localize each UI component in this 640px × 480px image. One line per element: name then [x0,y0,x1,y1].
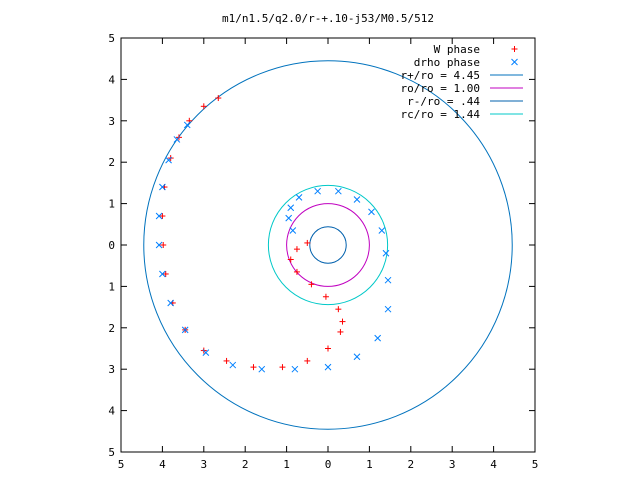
x-tick-label-10: 5 [532,458,539,471]
drho-phase-point-3 [159,183,166,191]
drho-phase-point-27 [289,227,297,234]
drho-phase-point-19 [378,227,386,234]
drho-phase-point-17 [384,276,392,284]
y-tick-label-0: 5 [108,446,115,459]
drho-phase-point-12 [291,365,299,373]
w-phase-point-8 [162,270,169,277]
drho-phase-point-26 [285,214,293,222]
legend-label-2: r+/ro = 4.45 [401,69,480,82]
phase-points [155,95,392,373]
x-tick-label-4: 1 [283,458,290,471]
w-phase-point-18 [339,318,346,325]
y-tick-label-5: 0 [108,239,115,252]
drho-phase-point-25 [287,204,295,212]
w-phase-point-24 [293,246,300,253]
w-phase-point-16 [325,345,331,352]
legend-label-1: drho phase [414,56,480,69]
w-phase-point-6 [159,213,166,220]
y-tick-label-2: 3 [108,363,115,376]
circle-3 [286,203,370,287]
x-tick-label-1: 4 [159,458,166,471]
w-phase-point-13 [250,364,257,371]
drho-phase-point-5 [155,241,163,249]
drho-phase-point-18 [382,249,390,257]
w-phase-point-1 [200,103,207,110]
y-tick-label-9: 4 [108,73,115,86]
w-phase-point-14 [279,364,286,371]
w-phase-point-0 [215,95,222,102]
legend-label-0: W phase [434,43,480,56]
drho-phase-point-2 [165,156,172,164]
legend-marker-0 [511,46,518,52]
drho-phase-point-7 [167,299,175,307]
w-phase-point-25 [304,239,311,246]
w-phase-point-20 [322,293,329,300]
circle-4 [309,226,347,264]
drho-phase-point-23 [314,187,322,195]
w-phase-point-17 [337,328,344,335]
legend-label-5: rc/ro = 1.44 [401,108,481,121]
drho-phase-point-13 [324,363,332,371]
reference-circles [143,60,513,430]
y-tick-label-8: 3 [108,115,115,128]
circle-5 [267,184,389,306]
drho-phase-point-22 [334,187,342,195]
legend-label-3: ro/ro = 1.00 [401,82,480,95]
w-phase-point-7 [160,242,167,248]
x-tick-label-0: 5 [118,458,125,471]
w-phase-point-12 [223,357,230,364]
y-tick-label-7: 2 [108,156,115,169]
drho-phase-point-4 [155,212,163,220]
drho-phase-point-11 [258,365,266,373]
w-phase-point-15 [304,357,311,364]
w-phase-point-22 [293,268,300,275]
x-tick-label-5: 0 [325,458,332,471]
drho-phase-point-20 [368,208,375,216]
drho-phase-point-16 [384,305,392,313]
w-phase-point-23 [287,256,294,263]
x-tick-label-7: 2 [407,458,414,471]
x-tick-label-3: 2 [242,458,249,471]
drho-phase-point-8 [181,326,189,334]
w-phase-point-19 [335,306,342,313]
x-tick-label-9: 4 [490,458,497,471]
y-tick-label-10: 5 [108,32,115,45]
drho-phase-point-10 [229,361,237,369]
y-tick-label-6: 1 [108,198,115,211]
drho-phase-point-9 [202,349,210,356]
drho-phase-point-14 [353,353,361,361]
x-tick-label-8: 3 [449,458,456,471]
y-tick-label-3: 2 [108,322,115,335]
drho-phase-point-15 [374,334,382,342]
drho-phase-point-1 [173,136,181,143]
circle-2 [143,60,513,430]
legend-label-4: r-/ro = .44 [407,95,480,108]
drho-phase-point-6 [159,270,166,278]
x-tick-label-2: 3 [200,458,207,471]
drho-phase-point-0 [183,121,191,129]
w-phase-point-21 [308,281,315,288]
y-tick-label-4: 1 [108,280,115,293]
drho-phase-point-24 [295,194,303,201]
y-tick-label-1: 4 [108,405,115,418]
chart-title: m1/n1.5/q2.0/r-+.10-j53/M0.5/512 [222,12,434,25]
drho-phase-point-21 [353,196,361,203]
x-tick-label-6: 1 [366,458,373,471]
legend-marker-1 [511,58,518,66]
